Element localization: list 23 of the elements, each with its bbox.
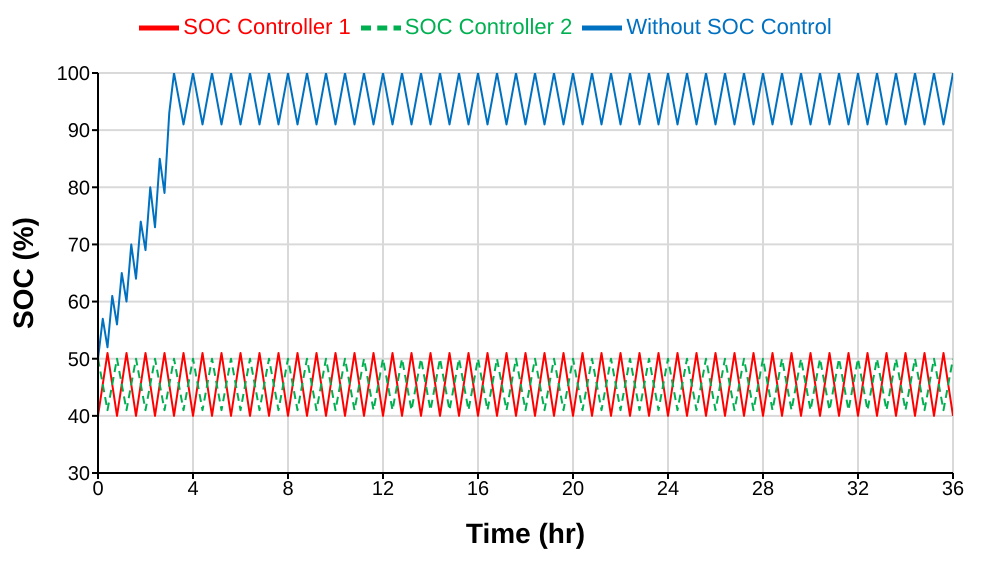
y-tick-label: 40 bbox=[68, 406, 90, 428]
x-tick-label: 4 bbox=[187, 478, 199, 500]
x-tick-label: 28 bbox=[752, 478, 774, 500]
y-tick-label: 80 bbox=[68, 177, 90, 200]
y-tick-label: 30 bbox=[68, 463, 90, 486]
y-tick-label: 90 bbox=[68, 120, 90, 142]
legend-label: Without SOC Control bbox=[626, 14, 832, 39]
x-axis-title: Time (hr) bbox=[466, 518, 586, 549]
x-tick-label: 16 bbox=[466, 478, 490, 500]
x-tick-label: 32 bbox=[846, 478, 870, 500]
x-tick-label: 12 bbox=[372, 478, 394, 500]
legend-label: SOC Controller 1 bbox=[183, 14, 351, 39]
x-tick-label: 24 bbox=[656, 478, 680, 500]
y-tick-label: 60 bbox=[68, 292, 90, 314]
x-tick-label: 20 bbox=[562, 478, 584, 500]
x-tick-label: 0 bbox=[92, 478, 104, 500]
x-tick-label: 36 bbox=[942, 478, 964, 500]
legend-label: SOC Controller 2 bbox=[404, 14, 572, 39]
y-tick-label: 70 bbox=[68, 234, 90, 257]
x-tick-label: 8 bbox=[282, 478, 294, 500]
y-tick-label: 100 bbox=[56, 63, 90, 86]
y-tick-label: 50 bbox=[68, 348, 90, 371]
y-axis-title: SOC (%) bbox=[8, 217, 39, 329]
